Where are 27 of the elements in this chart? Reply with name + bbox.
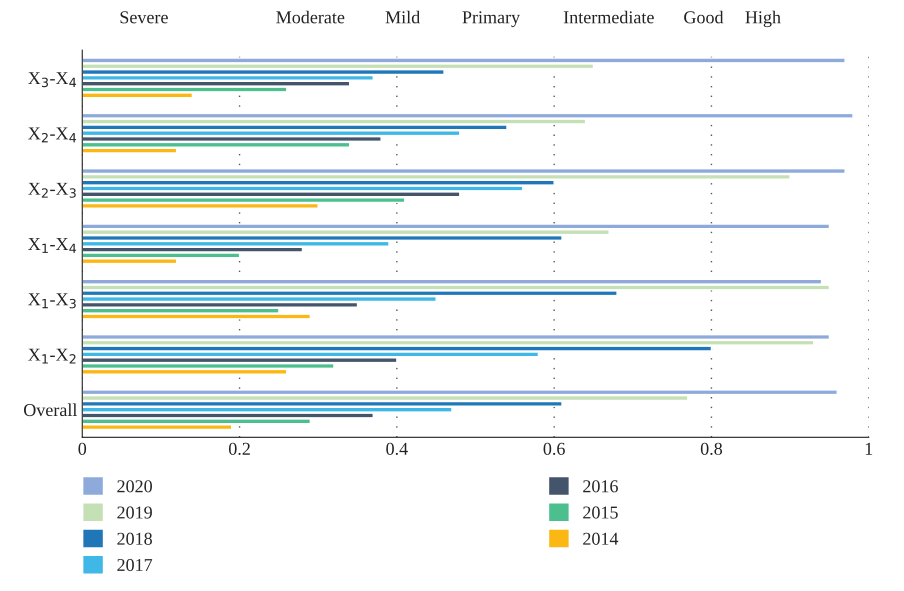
text: Mild bbox=[386, 10, 420, 24]
legend-label: 2015 bbox=[583, 506, 618, 519]
x-tick-label: 0 bbox=[78, 442, 86, 455]
text: Primary bbox=[462, 11, 520, 28]
text: High bbox=[745, 10, 781, 28]
legend-label: 2018 bbox=[117, 532, 152, 545]
x-tick-label: 0.4 bbox=[386, 442, 408, 455]
text: Intermediate bbox=[564, 10, 654, 24]
legend-label: 2016 bbox=[583, 480, 618, 492]
y-tick-label: X$_{2}$-X$_{3}$ bbox=[28, 182, 76, 198]
legend-label: 2014 bbox=[583, 532, 618, 545]
legend-label: 2020 bbox=[117, 480, 152, 492]
text: Good bbox=[684, 10, 724, 24]
y-tick-label: X$_{3}$-X$_{4}$ bbox=[28, 72, 76, 88]
y-tick-label: Overall bbox=[24, 403, 78, 416]
x-tick-label: 0.2 bbox=[228, 442, 250, 455]
y-tick-label: X$_{1}$-X$_{3}$ bbox=[28, 293, 76, 308]
text: Severe bbox=[120, 11, 168, 24]
x-tick-label: 0.8 bbox=[700, 442, 722, 455]
legend-label: 2017 bbox=[117, 558, 152, 572]
x-tick-label: 1 bbox=[866, 442, 872, 455]
text: Moderate bbox=[276, 10, 344, 24]
y-tick-label: X$_{1}$-X$_{2}$ bbox=[28, 348, 76, 364]
y-tick-label: X$_{1}$-X$_{4}$ bbox=[28, 238, 76, 253]
x-tick-label: 0.6 bbox=[544, 442, 565, 455]
y-tick-label: X$_{2}$-X$_{4}$ bbox=[28, 128, 76, 142]
legend-label: 2019 bbox=[117, 506, 152, 519]
